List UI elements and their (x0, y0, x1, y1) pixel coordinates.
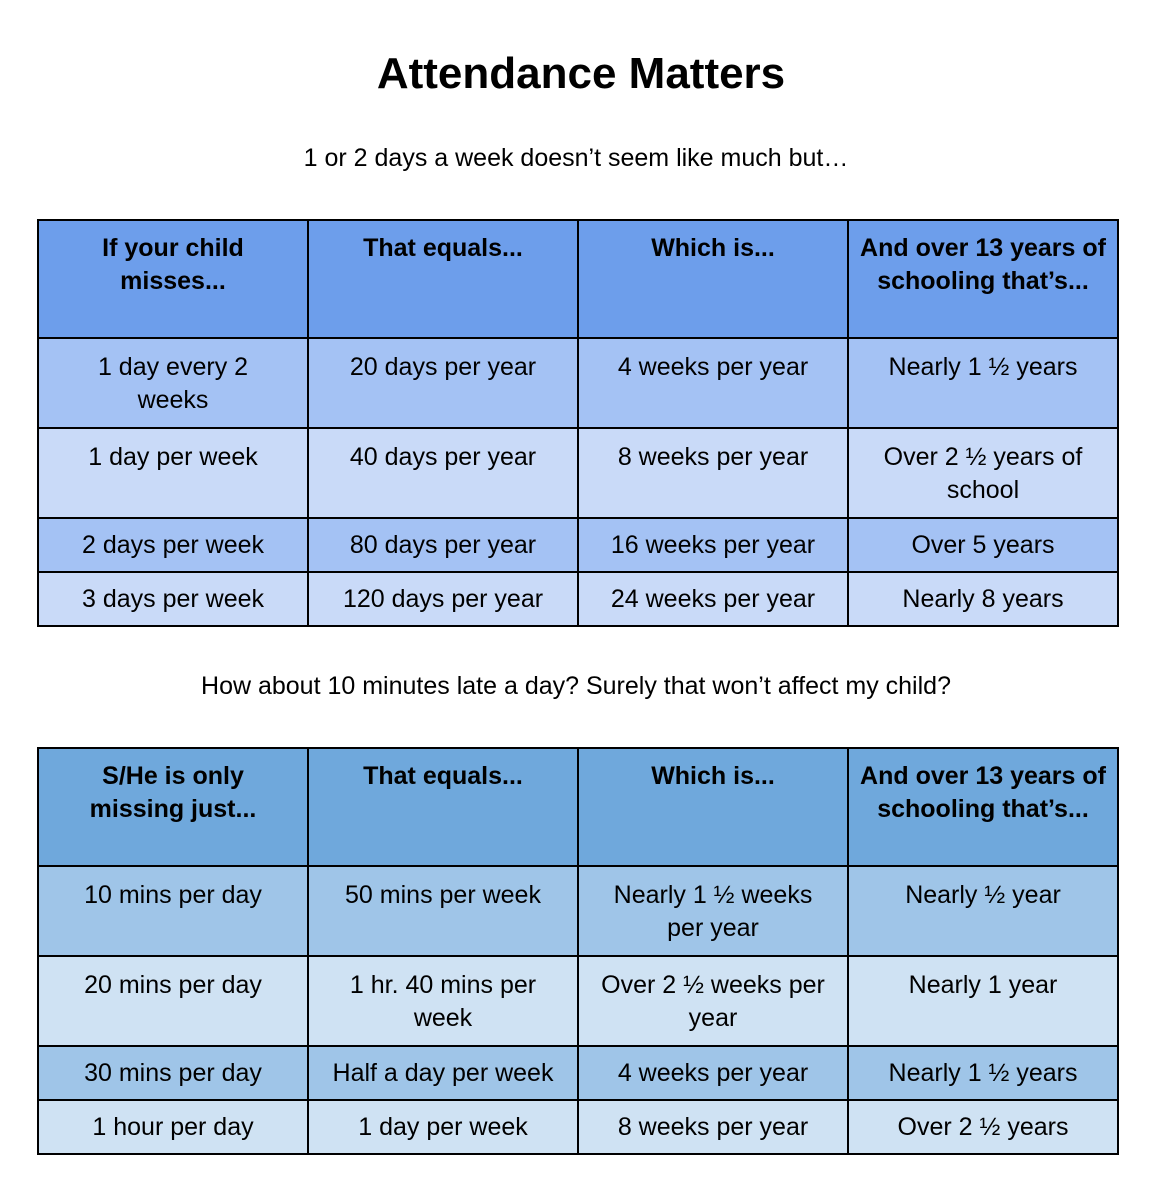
days-missed-table: If your child misses... That equals... W… (37, 219, 1119, 627)
table-cell: 50 mins per week (307, 865, 579, 957)
table-cell: 20 days per year (307, 337, 579, 429)
table-cell: Nearly 8 years (847, 571, 1119, 627)
table-cell: 1 hour per day (37, 1099, 309, 1155)
table-cell: Nearly ½ year (847, 865, 1119, 957)
header-cell: S/He is only missing just... (37, 747, 309, 867)
table-cell: 4 weeks per year (577, 337, 849, 429)
table-cell: 8 weeks per year (577, 1099, 849, 1155)
table-cell: Over 2 ½ weeks per year (577, 955, 849, 1047)
table-cell: 20 mins per day (37, 955, 309, 1047)
table-cell: 16 weeks per year (577, 517, 849, 573)
table-cell: Half a day per week (307, 1045, 579, 1101)
header-cell: Which is... (577, 219, 849, 339)
subtitle-minutes: How about 10 minutes late a day? Surely … (201, 672, 951, 700)
table-cell: 24 weeks per year (577, 571, 849, 627)
header-cell: And over 13 years of schooling that’s... (847, 747, 1119, 867)
header-cell: That equals... (307, 219, 579, 339)
table-header-row: S/He is only missing just... That equals… (37, 747, 1119, 867)
table-cell: 8 weeks per year (577, 427, 849, 519)
table-cell: Over 2 ½ years (847, 1099, 1119, 1155)
table-row: 1 day every 2 weeks 20 days per year 4 w… (37, 337, 1119, 429)
header-cell: And over 13 years of schooling that’s... (847, 219, 1119, 339)
table-header-row: If your child misses... That equals... W… (37, 219, 1119, 339)
table-cell: 30 mins per day (37, 1045, 309, 1101)
subtitle-days: 1 or 2 days a week doesn’t seem like muc… (303, 144, 849, 172)
table-cell: 80 days per year (307, 517, 579, 573)
table-cell: 1 day per week (307, 1099, 579, 1155)
minutes-late-table: S/He is only missing just... That equals… (37, 747, 1119, 1155)
table-cell: Nearly 1 year (847, 955, 1119, 1047)
table-cell: 1 day per week (37, 427, 309, 519)
table-cell: 4 weeks per year (577, 1045, 849, 1101)
table-cell: 3 days per week (37, 571, 309, 627)
header-cell: If your child misses... (37, 219, 309, 339)
header-cell: That equals... (307, 747, 579, 867)
table-row: 1 day per week 40 days per year 8 weeks … (37, 427, 1119, 519)
table-row: 10 mins per day 50 mins per week Nearly … (37, 865, 1119, 957)
table-row: 3 days per week 120 days per year 24 wee… (37, 571, 1119, 627)
header-cell: Which is... (577, 747, 849, 867)
table-cell: Nearly 1 ½ weeks per year (577, 865, 849, 957)
table-cell: Nearly 1 ½ years (847, 337, 1119, 429)
table-cell: 40 days per year (307, 427, 579, 519)
table-cell: Nearly 1 ½ years (847, 1045, 1119, 1101)
table-cell: 2 days per week (37, 517, 309, 573)
table-cell: 120 days per year (307, 571, 579, 627)
table-cell: 10 mins per day (37, 865, 309, 957)
table-row: 20 mins per day 1 hr. 40 mins per week O… (37, 955, 1119, 1047)
table-cell: 1 day every 2 weeks (37, 337, 309, 429)
table-row: 2 days per week 80 days per year 16 week… (37, 517, 1119, 573)
table-row: 30 mins per day Half a day per week 4 we… (37, 1045, 1119, 1101)
table-cell: 1 hr. 40 mins per week (307, 955, 579, 1047)
table-cell: Over 5 years (847, 517, 1119, 573)
page-title: Attendance Matters (376, 49, 786, 98)
table-cell: Over 2 ½ years of school (847, 427, 1119, 519)
table-row: 1 hour per day 1 day per week 8 weeks pe… (37, 1099, 1119, 1155)
